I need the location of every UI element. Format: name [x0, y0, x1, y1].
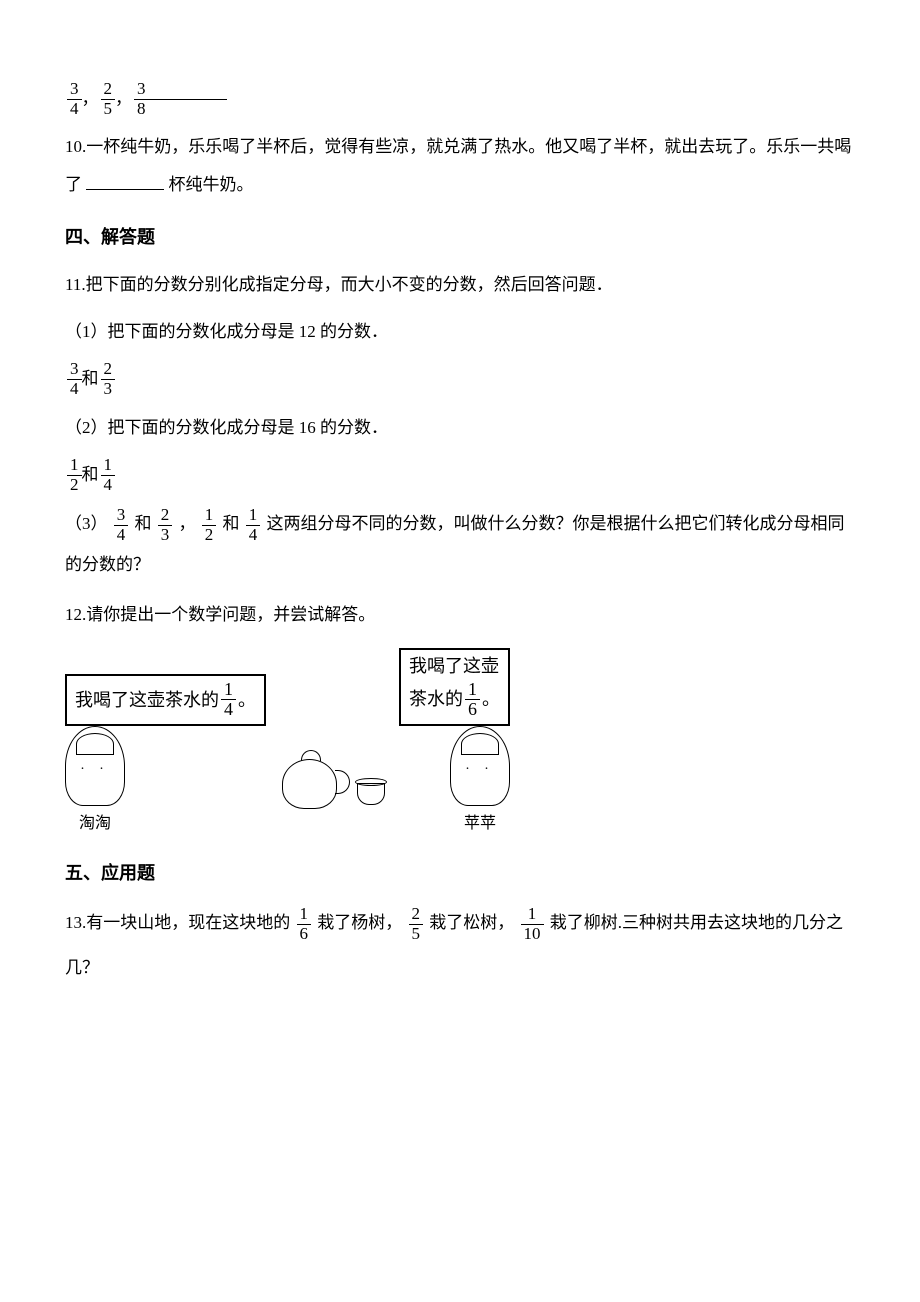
answer-blank[interactable]	[86, 189, 164, 190]
fraction: 1 10	[521, 905, 544, 943]
speech-bubble-left: 我喝了这壶茶水的 1 4 。	[65, 674, 266, 727]
denominator: 3	[158, 526, 173, 545]
fraction: 3 4	[67, 360, 82, 398]
bubble-text: 茶水的	[409, 687, 463, 712]
q13: 13.有一块山地，现在这块地的 1 6 栽了杨树， 2 5 栽了松树， 1 10…	[65, 901, 855, 989]
denominator: 3	[101, 380, 116, 399]
q13-t2: 栽了松树，	[429, 913, 514, 932]
section-4-title: 四、解答题	[65, 221, 855, 253]
fraction: 3 4	[67, 80, 82, 118]
and-text: 和	[82, 460, 99, 491]
numerator: 2	[101, 360, 116, 380]
fraction: 2 3	[101, 360, 116, 398]
person-right: 苹苹	[450, 726, 510, 839]
fraction: 1 6	[465, 680, 480, 721]
speech-bubble-right: 我喝了这壶 茶水的 1 6 。	[399, 648, 510, 726]
q10-text-b: 杯纯牛奶。	[169, 175, 254, 194]
person-left: 淘淘	[65, 726, 125, 839]
q11-p3: （3） 3 4 和 2 3 ， 1 2 和 1 4 这两组分母不同的分数，叫做什…	[65, 504, 855, 586]
numerator: 1	[246, 506, 261, 526]
section-5-title: 五、应用题	[65, 857, 855, 889]
q11-p3-prefix: （3）	[65, 514, 108, 533]
numerator: 1	[465, 680, 480, 701]
denominator: 4	[114, 526, 129, 545]
answer-blank[interactable]	[149, 99, 227, 100]
numerator: 1	[202, 506, 217, 526]
q12-stem: 12.请你提出一个数学问题，并尝试解答。	[65, 596, 855, 633]
fraction: 2 3	[158, 506, 173, 544]
denominator: 4	[246, 526, 261, 545]
q11-p2: （2）把下面的分数化成分母是 16 的分数．	[65, 409, 855, 446]
q11-p1-fracs: 3 4 和 2 3	[65, 360, 855, 398]
numerator: 2	[409, 905, 424, 925]
denominator: 6	[297, 925, 312, 944]
bubble-text: 。	[482, 687, 500, 712]
denominator: 4	[221, 700, 236, 720]
denominator: 4	[101, 476, 116, 495]
fraction: 3 8	[134, 80, 149, 118]
fraction: 1 2	[67, 456, 82, 494]
cup-icon	[357, 783, 385, 805]
fraction: 2 5	[409, 905, 424, 943]
separator: ，	[115, 84, 132, 115]
fraction: 3 4	[114, 506, 129, 544]
bubble-text: 。	[238, 684, 256, 716]
numerator: 1	[221, 680, 236, 701]
fraction: 1 4	[246, 506, 261, 544]
separator: ，	[82, 84, 99, 115]
denominator: 5	[101, 100, 116, 119]
q12-illustration: 我喝了这壶茶水的 1 4 。 淘淘 我喝了这壶 茶水的 1 6 。	[65, 648, 855, 839]
denominator: 4	[67, 380, 82, 399]
denominator: 5	[409, 925, 424, 944]
numerator: 1	[67, 456, 82, 476]
and-text: 和	[135, 514, 152, 533]
fraction: 1 6	[297, 905, 312, 943]
numerator: 3	[67, 80, 82, 100]
person-name-left: 淘淘	[79, 810, 111, 839]
numerator: 3	[134, 80, 149, 100]
numerator: 3	[67, 360, 82, 380]
numerator: 1	[521, 905, 544, 925]
separator: ，	[179, 514, 196, 533]
numerator: 3	[114, 506, 129, 526]
numerator: 2	[158, 506, 173, 526]
q13-prefix: 13.有一块山地，现在这块地的	[65, 913, 290, 932]
q-fractions-line: 3 4 ， 2 5 ， 3 8	[65, 80, 855, 118]
q13-t1: 栽了杨树，	[317, 913, 402, 932]
bubble-text: 我喝了这壶茶水的	[75, 684, 219, 716]
left-group: 我喝了这壶茶水的 1 4 。 淘淘	[65, 674, 266, 839]
avatar-icon	[450, 726, 510, 806]
denominator: 6	[465, 700, 480, 720]
fraction: 1 4	[221, 680, 236, 721]
numerator: 1	[297, 905, 312, 925]
and-text: 和	[82, 364, 99, 395]
denominator: 2	[202, 526, 217, 545]
denominator: 4	[67, 100, 82, 119]
bubble-line2: 茶水的 1 6 。	[409, 680, 500, 721]
denominator: 2	[67, 476, 82, 495]
numerator: 1	[101, 456, 116, 476]
and-text: 和	[223, 514, 240, 533]
teapot-icon	[282, 759, 337, 809]
bubble-text: 我喝了这壶	[409, 654, 499, 679]
q10: 10.一杯纯牛奶，乐乐喝了半杯后，觉得有些凉，就兑满了热水。他又喝了半杯，就出去…	[65, 128, 855, 203]
numerator: 2	[101, 80, 116, 100]
q11-stem: 11.把下面的分数分别化成指定分母，而大小不变的分数，然后回答问题．	[65, 266, 855, 303]
denominator: 10	[521, 925, 544, 944]
denominator: 8	[134, 100, 149, 119]
q11-p1: （1）把下面的分数化成分母是 12 的分数．	[65, 313, 855, 350]
q11-p2-fracs: 1 2 和 1 4	[65, 456, 855, 494]
person-name-right: 苹苹	[464, 810, 496, 839]
fraction: 2 5	[101, 80, 116, 118]
fraction: 1 2	[202, 506, 217, 544]
fraction: 1 4	[101, 456, 116, 494]
avatar-icon	[65, 726, 125, 806]
right-group: 我喝了这壶 茶水的 1 6 。 苹苹	[399, 648, 510, 839]
